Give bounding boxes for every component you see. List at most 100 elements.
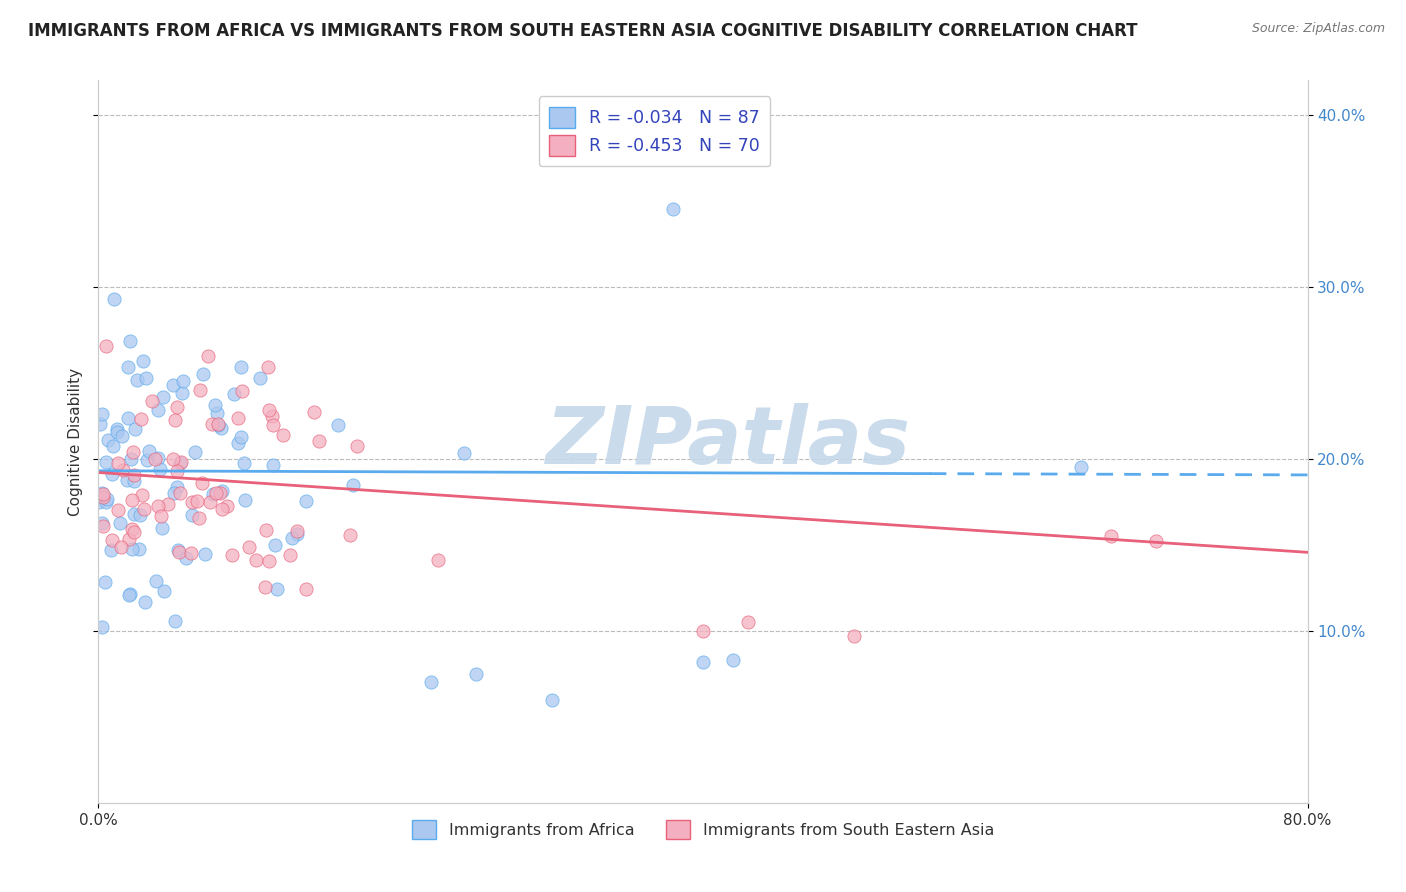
Point [346, 439, 368, 453]
Point [162, 378, 184, 392]
Point [249, 371, 271, 385]
Point [127, 373, 149, 387]
Point [271, 428, 294, 442]
Point [197, 349, 219, 363]
Point [262, 418, 284, 433]
Point [124, 422, 146, 436]
Point [90, 407, 112, 421]
Point [186, 493, 208, 508]
Point [232, 456, 254, 470]
Point [202, 486, 225, 500]
Point [1070, 460, 1092, 475]
Point [170, 385, 193, 400]
Point [118, 334, 141, 348]
Point [135, 370, 157, 384]
Point [89, 417, 111, 431]
Point [169, 545, 191, 559]
Point [191, 476, 214, 491]
Text: Source: ZipAtlas.com: Source: ZipAtlas.com [1251, 22, 1385, 36]
Point [180, 545, 202, 559]
Point [103, 439, 125, 453]
Point [132, 354, 155, 368]
Point [129, 412, 152, 426]
Point [257, 403, 280, 417]
Point [166, 464, 188, 478]
Point [122, 445, 145, 459]
Point [141, 394, 163, 409]
Point [844, 629, 866, 643]
Point [238, 540, 260, 554]
Point [117, 410, 139, 425]
Point [211, 483, 233, 498]
Legend: Immigrants from Africa, Immigrants from South Eastern Asia: Immigrants from Africa, Immigrants from … [405, 814, 1001, 846]
Point [115, 473, 138, 487]
Point [295, 494, 318, 508]
Point [209, 421, 232, 435]
Point [122, 474, 145, 488]
Point [420, 675, 443, 690]
Point [128, 541, 150, 556]
Point [208, 485, 231, 500]
Point [200, 417, 222, 431]
Point [111, 429, 134, 443]
Point [254, 580, 277, 594]
Point [138, 444, 160, 458]
Point [153, 583, 176, 598]
Point [285, 524, 308, 538]
Point [453, 446, 475, 460]
Point [723, 653, 745, 667]
Point [233, 492, 256, 507]
Point [152, 391, 174, 405]
Point [172, 374, 194, 388]
Point [118, 588, 141, 602]
Point [105, 425, 128, 439]
Point [145, 574, 167, 588]
Point [194, 547, 217, 561]
Point [191, 367, 214, 381]
Point [540, 692, 562, 706]
Point [150, 508, 173, 523]
Text: IMMIGRANTS FROM AFRICA VS IMMIGRANTS FROM SOUTH EASTERN ASIA COGNITIVE DISABILIT: IMMIGRANTS FROM AFRICA VS IMMIGRANTS FRO… [28, 22, 1137, 40]
Point [105, 422, 128, 436]
Point [121, 522, 143, 536]
Point [101, 533, 124, 547]
Point [101, 467, 124, 481]
Point [163, 614, 186, 628]
Point [91, 487, 114, 501]
Point [146, 403, 169, 417]
Point [226, 410, 249, 425]
Point [108, 516, 131, 531]
Point [103, 292, 125, 306]
Point [134, 595, 156, 609]
Point [183, 445, 205, 459]
Point [128, 508, 150, 523]
Point [342, 477, 364, 491]
Point [169, 485, 191, 500]
Point [135, 453, 157, 467]
Point [204, 398, 226, 412]
Point [198, 495, 221, 509]
Point [121, 492, 143, 507]
Point [285, 527, 308, 541]
Point [120, 586, 142, 600]
Point [97, 433, 120, 447]
Point [181, 495, 204, 509]
Point [107, 503, 129, 517]
Point [107, 457, 129, 471]
Point [91, 486, 114, 500]
Point [217, 500, 239, 514]
Point [259, 553, 281, 567]
Point [146, 500, 169, 514]
Point [266, 582, 288, 597]
Text: ZIPatlas: ZIPatlas [544, 402, 910, 481]
Point [737, 615, 759, 630]
Point [157, 497, 180, 511]
Point [426, 552, 449, 566]
Point [188, 511, 211, 525]
Point [661, 202, 683, 217]
Point [254, 523, 277, 537]
Point [224, 387, 246, 401]
Point [205, 486, 228, 500]
Point [124, 468, 146, 483]
Point [91, 516, 114, 530]
